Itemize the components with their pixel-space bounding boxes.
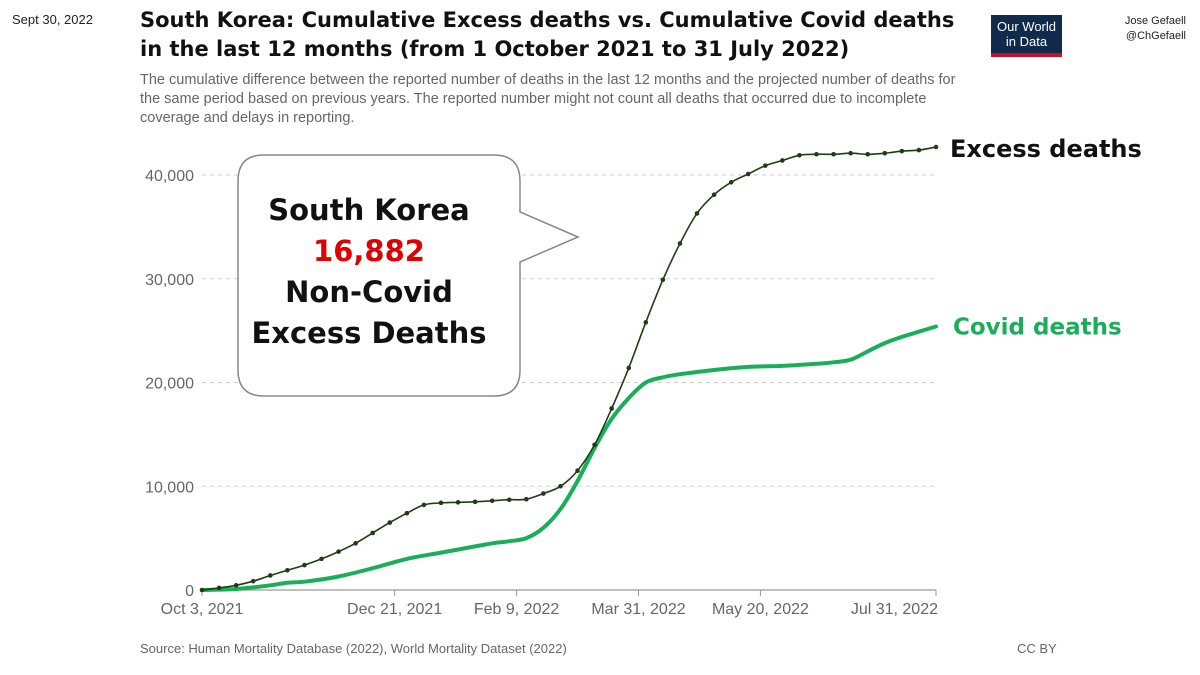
callout-bubble bbox=[237, 154, 580, 397]
callout-text: South Korea 16,882 Non-Covid Excess Deat… bbox=[238, 190, 500, 354]
excess-deaths-point bbox=[353, 541, 358, 546]
excess-deaths-point bbox=[780, 158, 785, 163]
x-tick-label: Jul 31, 2022 bbox=[851, 601, 938, 618]
excess-deaths-point bbox=[524, 496, 529, 502]
excess-deaths-point bbox=[848, 150, 853, 156]
callout-box bbox=[237, 154, 580, 397]
excess-deaths-point bbox=[302, 562, 307, 568]
excess-deaths-point bbox=[728, 179, 734, 185]
excess-deaths-point bbox=[319, 556, 324, 562]
excess-deaths-point bbox=[199, 587, 205, 593]
author-name: Jose Gefaell bbox=[1124, 15, 1186, 27]
source-note[interactable]: Source: Human Mortality Database (2022),… bbox=[140, 641, 567, 656]
excess-deaths-point bbox=[643, 320, 649, 325]
excess-deaths-point bbox=[285, 567, 290, 573]
y-tick-label: 0 bbox=[185, 583, 194, 600]
excess-deaths-point bbox=[933, 144, 939, 150]
excess-deaths-point bbox=[609, 406, 614, 411]
y-tick-label: 40,000 bbox=[145, 168, 194, 185]
excess-deaths-point bbox=[438, 500, 444, 506]
logo-line-2: in Data bbox=[1005, 34, 1048, 49]
y-tick-label: 30,000 bbox=[145, 272, 194, 289]
y-tick-label: 20,000 bbox=[145, 376, 194, 393]
excess-deaths-point bbox=[472, 499, 478, 505]
excess-deaths-point bbox=[233, 583, 239, 588]
excess-deaths-point bbox=[250, 578, 256, 584]
author-handle: @ChGefaell bbox=[1125, 30, 1186, 42]
date-label: Sept 30, 2022 bbox=[12, 12, 93, 27]
excess-deaths-point bbox=[387, 520, 393, 525]
excess-deaths-point bbox=[336, 549, 341, 554]
x-tick-label: Oct 3, 2021 bbox=[161, 601, 244, 618]
excess-deaths-point bbox=[899, 148, 905, 154]
excess-deaths-point bbox=[455, 500, 461, 505]
excess-deaths-label: Excess deaths bbox=[950, 135, 1142, 163]
x-tick-label: Mar 31, 2022 bbox=[591, 601, 685, 618]
excess-deaths-point bbox=[626, 365, 632, 371]
excess-deaths-point bbox=[660, 277, 666, 283]
excess-deaths-point bbox=[694, 211, 700, 216]
excess-deaths-point bbox=[404, 510, 410, 516]
excess-deaths-point bbox=[677, 241, 683, 246]
excess-deaths-point bbox=[745, 171, 751, 177]
excess-deaths-point bbox=[216, 585, 222, 591]
y-tick-label: 10,000 bbox=[145, 479, 194, 496]
excess-deaths-point bbox=[370, 530, 375, 536]
excess-deaths-point bbox=[421, 502, 427, 508]
x-tick-label: May 20, 2022 bbox=[712, 601, 809, 618]
series-labels: Excess deaths Covid deaths bbox=[950, 135, 1142, 340]
chart-title: South Korea: Cumulative Excess deaths vs… bbox=[140, 6, 960, 64]
covid-deaths-line bbox=[200, 324, 938, 592]
excess-deaths-point bbox=[814, 151, 819, 157]
axes: 0 10,000 20,000 30,000 40,000 Oct 3, 2021 Dec … bbox=[145, 168, 938, 618]
chart-subtitle: The cumulative difference between the re… bbox=[140, 72, 956, 126]
excess-deaths-point bbox=[506, 497, 512, 503]
excess-deaths-point bbox=[558, 483, 563, 489]
excess-deaths-point bbox=[541, 491, 546, 496]
excess-deaths-point bbox=[489, 498, 495, 504]
series-lines bbox=[199, 144, 939, 593]
excess-deaths-point bbox=[711, 192, 717, 198]
callout-label-2: Excess Deaths bbox=[251, 316, 487, 350]
excess-deaths-point bbox=[267, 573, 273, 578]
x-tick-label: Feb 9, 2022 bbox=[474, 601, 560, 618]
logo-line-1: Our World bbox=[997, 19, 1056, 34]
x-tick-label: Dec 21, 2021 bbox=[347, 601, 442, 618]
excess-deaths-point bbox=[592, 442, 597, 448]
excess-deaths-point bbox=[831, 151, 836, 157]
callout-country: South Korea bbox=[268, 193, 470, 227]
callout-number: 16,882 bbox=[313, 234, 425, 268]
owid-logo[interactable]: Our World in Data bbox=[991, 15, 1062, 57]
covid-deaths-label: Covid deaths bbox=[953, 314, 1122, 340]
license-label[interactable]: CC BY bbox=[1017, 641, 1057, 656]
callout-label-1: Non-Covid bbox=[285, 275, 453, 309]
chart-title-line-1: South Korea: Cumulative Excess deaths vs… bbox=[140, 8, 955, 32]
excess-deaths-point bbox=[797, 152, 802, 158]
excess-deaths-point bbox=[575, 468, 580, 473]
excess-deaths-point bbox=[882, 150, 888, 156]
excess-deaths-point bbox=[916, 147, 922, 153]
chart-title-line-2: in the last 12 months (from 1 October 20… bbox=[140, 37, 850, 61]
author-credit: Jose Gefaell @ChGefaell bbox=[1125, 14, 1186, 44]
excess-deaths-point bbox=[763, 163, 768, 168]
excess-deaths-point bbox=[865, 151, 871, 157]
